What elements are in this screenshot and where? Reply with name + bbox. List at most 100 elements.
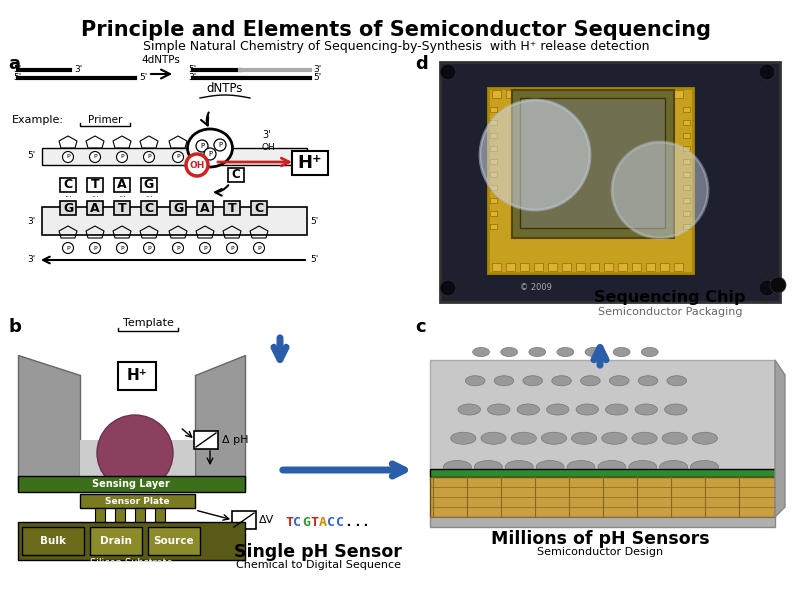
Text: Example:: Example: [12,115,64,125]
FancyBboxPatch shape [114,178,130,192]
Text: C: C [144,201,154,214]
FancyBboxPatch shape [674,263,683,271]
Text: 3': 3' [28,256,36,264]
Text: P: P [203,246,207,251]
FancyBboxPatch shape [430,469,775,477]
FancyBboxPatch shape [534,90,543,98]
Circle shape [214,139,226,151]
FancyBboxPatch shape [490,224,497,229]
FancyBboxPatch shape [618,263,627,271]
Text: A: A [200,201,210,214]
Circle shape [144,243,155,254]
FancyBboxPatch shape [148,527,200,555]
FancyBboxPatch shape [141,178,157,192]
Ellipse shape [692,432,718,444]
Text: P: P [200,143,204,149]
Ellipse shape [542,432,566,444]
Text: Single pH Sensor: Single pH Sensor [234,543,402,561]
Text: ···: ··· [145,193,153,203]
FancyBboxPatch shape [197,201,213,215]
Text: c: c [415,318,426,336]
FancyBboxPatch shape [683,120,690,125]
Circle shape [117,152,128,163]
Text: C: C [293,516,301,529]
Ellipse shape [488,404,510,415]
Text: T: T [117,201,126,214]
Text: Millions of pH Sensors: Millions of pH Sensors [491,530,709,548]
FancyBboxPatch shape [506,90,515,98]
FancyBboxPatch shape [520,90,529,98]
FancyBboxPatch shape [683,224,690,229]
Circle shape [173,243,183,254]
FancyBboxPatch shape [228,168,244,182]
Text: 3': 3' [74,65,82,75]
Text: ···: ··· [64,193,72,203]
Text: 4dNTPs: 4dNTPs [142,55,181,65]
Ellipse shape [536,461,564,474]
FancyBboxPatch shape [576,263,585,271]
FancyBboxPatch shape [42,148,307,165]
Ellipse shape [602,432,627,444]
Text: H⁺: H⁺ [297,154,322,172]
Text: G: G [63,201,73,214]
Ellipse shape [458,404,481,415]
FancyBboxPatch shape [506,263,515,271]
FancyBboxPatch shape [430,477,775,517]
Text: C: C [255,201,263,214]
Text: a: a [8,55,20,73]
FancyBboxPatch shape [430,517,775,527]
Ellipse shape [632,432,657,444]
Text: C: C [232,169,240,182]
Text: d: d [415,55,427,73]
Text: P: P [66,155,70,160]
FancyBboxPatch shape [520,263,529,271]
Ellipse shape [546,404,569,415]
Circle shape [227,243,237,254]
FancyBboxPatch shape [674,90,683,98]
Ellipse shape [665,404,687,415]
FancyBboxPatch shape [115,508,125,530]
Text: Sensing Layer: Sensing Layer [92,479,170,489]
FancyBboxPatch shape [490,107,497,112]
FancyBboxPatch shape [95,508,105,530]
FancyBboxPatch shape [292,151,328,175]
Text: G: G [144,179,154,192]
Text: OH: OH [190,161,205,169]
Polygon shape [195,355,245,490]
FancyBboxPatch shape [232,511,256,529]
Text: Simple Natural Chemistry of Sequencing-by-Synthesis  with H⁺ release detection: Simple Natural Chemistry of Sequencing-b… [143,40,649,53]
Text: .: . [344,516,353,529]
Text: P: P [94,155,97,160]
Text: Principle and Elements of Semiconductor Sequencing: Principle and Elements of Semiconductor … [81,20,711,40]
Text: OH: OH [262,144,276,153]
Text: T: T [285,516,293,529]
Text: ···: ··· [91,193,99,203]
FancyBboxPatch shape [490,146,497,151]
Text: 3': 3' [28,217,36,227]
FancyBboxPatch shape [562,90,571,98]
Ellipse shape [450,432,476,444]
FancyBboxPatch shape [590,263,599,271]
FancyBboxPatch shape [520,98,665,228]
Text: ···: ··· [118,193,126,203]
Ellipse shape [187,129,232,167]
Circle shape [97,415,173,491]
FancyBboxPatch shape [490,159,497,164]
Ellipse shape [552,376,572,386]
FancyBboxPatch shape [90,527,142,555]
FancyBboxPatch shape [490,185,497,190]
Text: Bulk: Bulk [40,536,66,546]
FancyBboxPatch shape [490,133,497,138]
FancyBboxPatch shape [60,178,76,192]
Text: P: P [208,151,212,157]
Ellipse shape [505,461,533,474]
Text: T: T [311,516,319,529]
FancyBboxPatch shape [87,178,103,192]
Circle shape [186,154,208,176]
Text: b: b [8,318,21,336]
Ellipse shape [481,432,506,444]
Text: T: T [228,201,236,214]
Ellipse shape [598,461,626,474]
Circle shape [196,140,208,152]
Text: Chemical to Digital Sequence: Chemical to Digital Sequence [236,560,400,570]
